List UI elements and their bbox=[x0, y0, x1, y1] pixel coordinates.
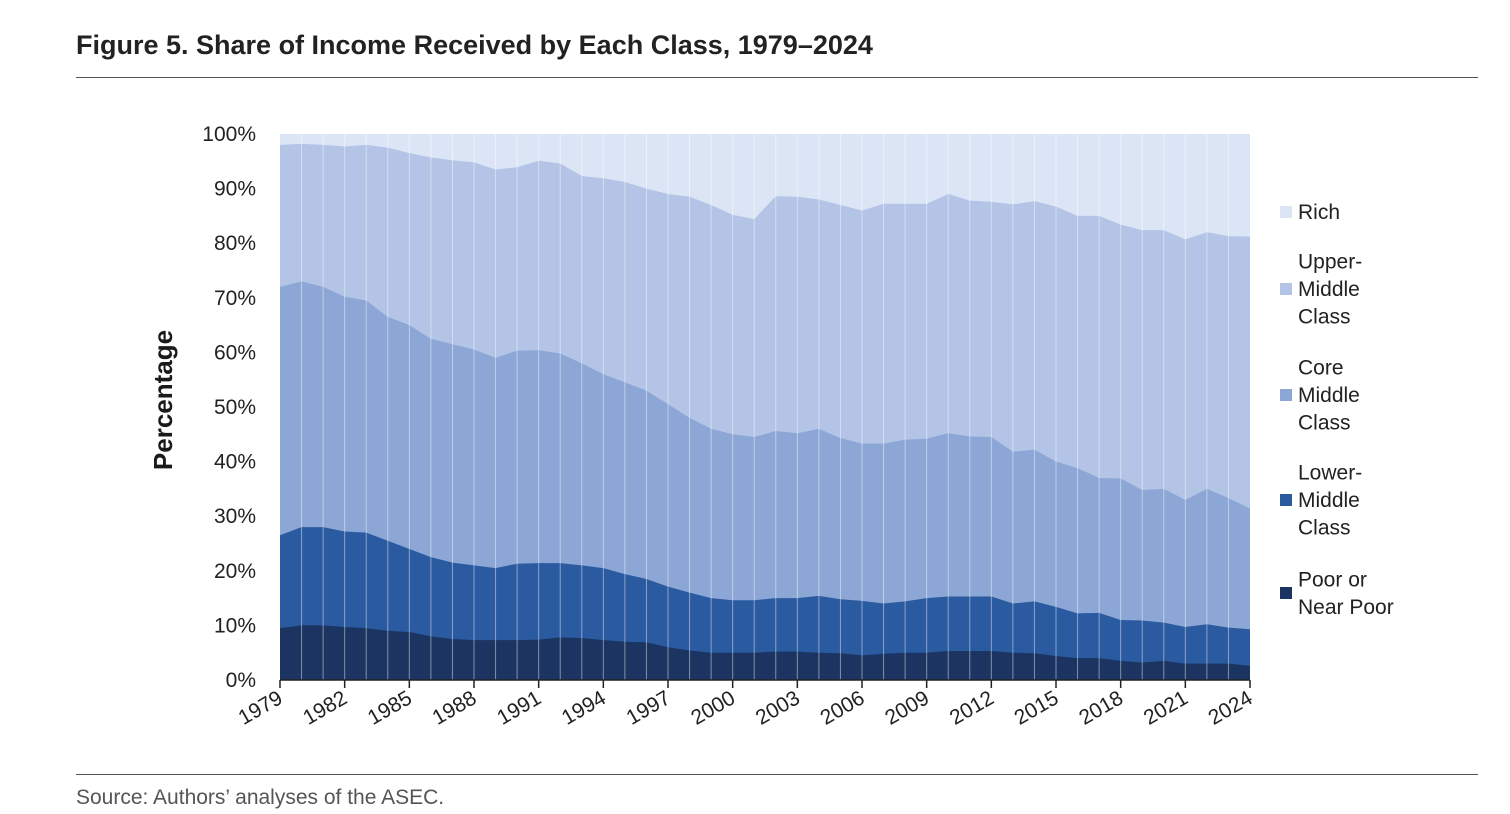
legend-label-lower-middle-class: Lower-Middle Class bbox=[1298, 462, 1362, 540]
x-tick-label: 1991 bbox=[493, 686, 545, 729]
x-tick-label: 1988 bbox=[429, 686, 481, 729]
y-tick-label: 40% bbox=[214, 451, 256, 474]
figure-title: Figure 5. Share of Income Received by Ea… bbox=[76, 30, 873, 60]
y-tick-label: 100% bbox=[202, 123, 256, 146]
y-tick-label: 50% bbox=[214, 396, 256, 419]
x-tick-label: 1997 bbox=[623, 686, 675, 729]
source-rule bbox=[76, 774, 1478, 775]
legend-swatch-poor-or-near-poor bbox=[1280, 587, 1292, 599]
legend-label-upper-middle-class: Upper-Middle Class bbox=[1298, 251, 1362, 329]
y-tick-label: 30% bbox=[214, 505, 256, 528]
y-axis-label: Percentage bbox=[148, 330, 178, 470]
chart-legend: Rich Upper-Middle Class Core Middle Class Lowe… bbox=[1280, 201, 1394, 619]
y-axis-ticks: 0% 10% 20% 30% 40% 50% 60% 70% 80% 90% 100% bbox=[202, 123, 256, 692]
x-tick-label: 2015 bbox=[1011, 686, 1063, 729]
x-tick-label: 2021 bbox=[1140, 686, 1192, 729]
year-dividers bbox=[301, 134, 1229, 680]
legend-label-poor-or-near-poor: Poor or Near Poor bbox=[1298, 568, 1394, 619]
legend-swatch-upper-middle-class bbox=[1280, 283, 1292, 295]
legend-label-core-middle-class: Core Middle Class bbox=[1298, 357, 1360, 435]
legend-swatch-rich bbox=[1280, 206, 1292, 218]
x-tick-label: 1979 bbox=[235, 686, 287, 729]
legend-label-rich: Rich bbox=[1298, 201, 1340, 224]
x-axis-ticks: 1979 1982 1985 1988 1991 1994 1997 2000 2003 2006… bbox=[235, 680, 1257, 730]
y-tick-label: 0% bbox=[226, 669, 256, 692]
x-tick-label: 2018 bbox=[1075, 686, 1127, 729]
title-rule bbox=[76, 77, 1478, 78]
area-poor-or-near-poor bbox=[280, 625, 1250, 680]
x-tick-label: 2009 bbox=[881, 686, 933, 729]
legend-swatch-core-middle-class bbox=[1280, 389, 1292, 401]
y-tick-label: 60% bbox=[214, 341, 256, 364]
y-tick-label: 90% bbox=[214, 178, 256, 201]
x-tick-label: 2003 bbox=[752, 686, 804, 729]
y-tick-label: 10% bbox=[214, 614, 256, 637]
legend-swatch-lower-middle-class bbox=[1280, 494, 1292, 506]
x-tick-label: 2000 bbox=[687, 686, 739, 729]
area-layers bbox=[280, 134, 1250, 680]
y-tick-label: 20% bbox=[214, 560, 256, 583]
y-tick-label: 70% bbox=[214, 287, 256, 310]
x-tick-label: 2006 bbox=[817, 686, 869, 729]
x-tick-label: 2024 bbox=[1205, 686, 1257, 729]
x-tick-label: 1994 bbox=[558, 686, 610, 729]
x-tick-label: 1985 bbox=[364, 686, 416, 729]
source-note: Source: Authors’ analyses of the ASEC. bbox=[76, 786, 445, 809]
x-tick-label: 1982 bbox=[299, 686, 351, 729]
x-tick-label: 2012 bbox=[946, 686, 998, 729]
y-tick-label: 80% bbox=[214, 232, 256, 255]
